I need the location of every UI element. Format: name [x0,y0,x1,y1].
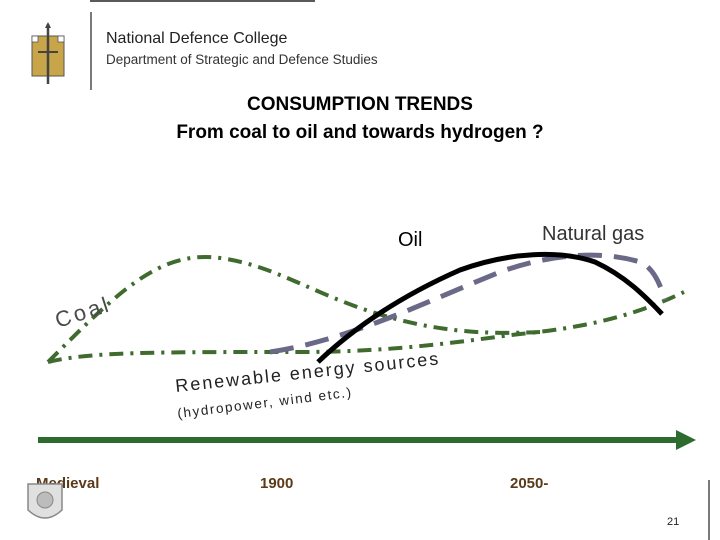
natural-gas-label: Natural gas [542,223,644,245]
timeline-mid-label: 1900 [260,475,293,492]
lion-crest-icon [27,483,63,519]
footer-divider [708,480,710,540]
timeline-end-label: 2050- [510,475,548,492]
slide-subtitle: From coal to oil and towards hydrogen ? [176,122,544,143]
oil-curve [316,251,664,364]
page-number: 21 [667,516,680,528]
header-divider [90,12,92,90]
coal-curve [46,255,541,364]
renewable-label: Renewable energy sources [174,348,441,396]
timeline-arrowhead [676,430,696,450]
coal-label: Coal [52,291,114,332]
header-top-line [90,0,315,12]
institution-name: National Defence College [106,30,288,47]
oil-label: Oil [398,229,422,251]
department-name: Department of Strategic and Defence Stud… [106,52,378,67]
slide-title: CONSUMPTION TRENDS [247,94,473,115]
college-emblem-icon [31,22,65,84]
renewables-curve [47,290,685,364]
